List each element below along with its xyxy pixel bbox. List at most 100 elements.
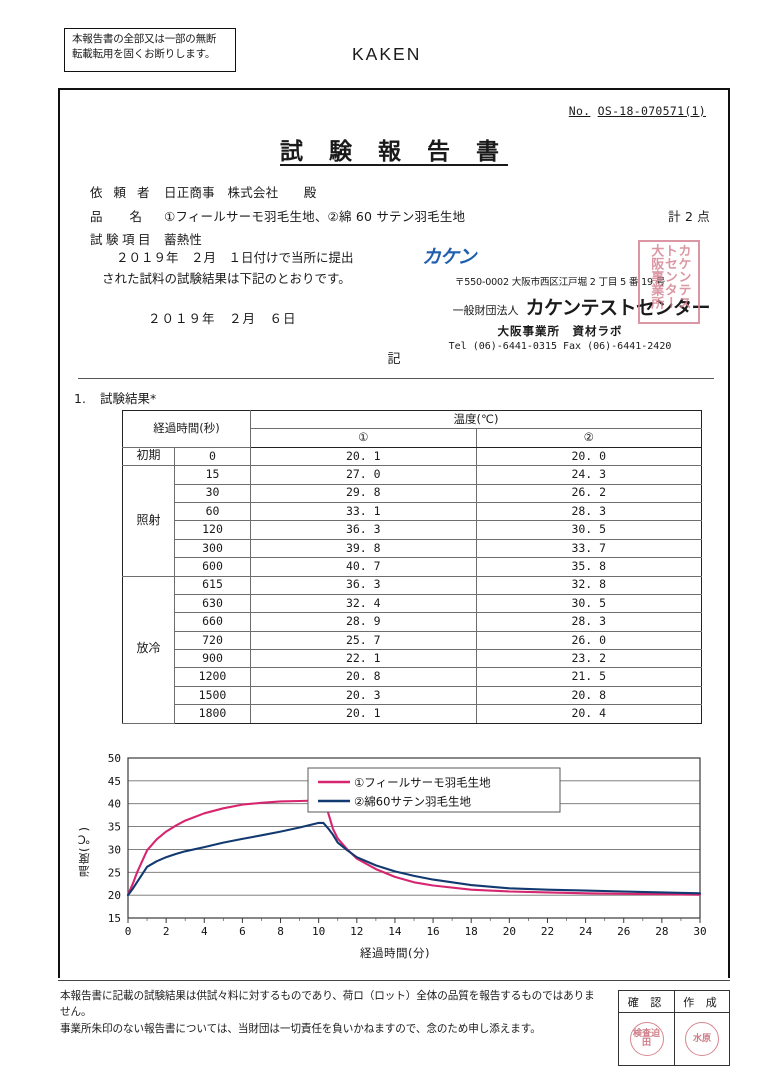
company-seal-stamp: カケンテストセンター大阪事業所	[638, 240, 700, 324]
table-row: 照射 15 27. 0 24. 3	[122, 465, 702, 577]
table-row: 300 39. 8 33. 7	[123, 538, 702, 559]
reprint-notice-line2: 転載転用を固くお断りします。	[72, 47, 216, 60]
table-row: 630 32. 4 30. 5	[123, 593, 702, 614]
table-cell-time: 900	[174, 649, 251, 669]
table-cell-sample2: 30. 5	[475, 520, 702, 540]
issuer-contact: Tel (06)-6441-0315 Fax (06)-6441-2420	[448, 341, 672, 352]
table-row: 1200 20. 8 21. 5	[123, 667, 702, 687]
document-number: No. OS-18-070571(1)	[569, 104, 706, 118]
kaken-logo: カケン	[422, 246, 476, 268]
table-cell-sample2: 24. 3	[475, 465, 702, 485]
table-cell-sample1: 22. 1	[250, 649, 477, 669]
chart-y-tick-labels: 15 20 25 30 35 40 45 50	[108, 752, 121, 925]
approval-seal-confirm: 検査迫田	[629, 1022, 664, 1056]
chart-y-axis-label: 温度(℃)	[77, 826, 91, 877]
chart-x-tick: 18	[465, 925, 478, 938]
table-cell-phase: 照射	[122, 465, 175, 577]
document-number-label: No.	[568, 104, 591, 118]
chart-x-tick: 20	[503, 925, 516, 938]
reprint-notice: 本報告書の全部又は一部の無断 転載転用を固くお断りします。	[64, 28, 236, 72]
footer-disclaimer: 本報告書に記載の試験結果は供試々料に対するものであり、荷ロ（ロット）全体の品質を…	[60, 988, 600, 1037]
table-cell-time: 15	[174, 465, 251, 485]
metadata-row-client: 依 頼 者 日正商事 株式会社 殿	[90, 182, 710, 201]
table-cell-sample1: 33. 1	[250, 501, 477, 522]
table-cell-sample1: 27. 0	[250, 465, 477, 485]
chart-series-lines	[126, 799, 702, 897]
footer-divider	[58, 980, 730, 981]
table-cell-sample2: 23. 2	[475, 649, 702, 669]
table-cell-sample1: 39. 8	[250, 538, 477, 559]
header-temperature-group: 温度(℃)	[250, 409, 702, 430]
table-cell-sample1: 36. 3	[250, 520, 477, 540]
table-cell-time: 30	[174, 483, 251, 503]
table-cell-sample1: 20. 8	[250, 667, 477, 687]
results-table: 経過時間(秒) 温度(℃) ① ② 初期 0 20. 1 20. 0 照射 15 27. 0…	[122, 409, 702, 724]
metadata-block: 依 頼 者 日正商事 株式会社 殿 品 名 ①フィールサーモ羽毛生地、②綿 60…	[90, 182, 710, 253]
table-row: 30 29. 8 26. 2	[123, 483, 702, 503]
chart-x-tick: 4	[201, 925, 208, 938]
metadata-row-product: 品 名 ①フィールサーモ羽毛生地、②綿 60 サテン羽毛生地 計 2 点	[90, 206, 710, 225]
table-cell-sample2: 20. 4	[475, 704, 702, 724]
table-cell-phase: 放冷	[122, 575, 175, 724]
chart-x-tick-marks	[127, 918, 701, 923]
table-cell-sample1: 40. 7	[250, 557, 477, 577]
approval-seal-prepared: 水原	[685, 1022, 719, 1056]
chart-x-axis-label: 経過時間(分)	[360, 946, 430, 960]
table-row: 60 33. 1 28. 3	[123, 501, 702, 522]
table-cell-time: 720	[174, 630, 251, 651]
chart-x-tick: 8	[277, 925, 284, 938]
table-cell-sample1: 25. 7	[250, 630, 477, 651]
chart-x-tick: 30	[693, 925, 706, 938]
table-cell-time: 1200	[174, 667, 251, 687]
chart-y-tick: 20	[108, 889, 121, 902]
chart-x-tick: 24	[579, 925, 593, 938]
chart-x-tick: 6	[239, 925, 246, 938]
table-cell-sample2: 28. 3	[475, 501, 702, 522]
approval-column-confirm: 確 認 検査迫田	[619, 991, 674, 1065]
table-cell-sample2: 32. 8	[475, 575, 702, 595]
table-cell-sample2: 30. 5	[475, 593, 702, 614]
submission-line1: ２０１９年 ２月 １日付けで当所に提出	[116, 250, 354, 265]
header-sample-2: ②	[475, 428, 702, 448]
submission-line2: された試料の試験結果は下記のとおりです。	[102, 270, 351, 286]
chart-y-tick: 50	[108, 752, 121, 765]
table-cell-time: 0	[174, 446, 251, 467]
metadata-sample-count: 計 2 点	[668, 208, 710, 224]
approval-box: 確 認 検査迫田 作 成 水原	[618, 990, 730, 1066]
chart-y-tick: 45	[108, 775, 121, 788]
chart-plot-border	[127, 757, 701, 919]
chart-x-tick: 0	[125, 925, 132, 938]
chart-legend-label-1: ①フィールサーモ羽毛生地	[354, 776, 491, 790]
table-cell-time: 660	[174, 612, 251, 632]
table-cell-sample1: 32. 4	[250, 593, 477, 614]
table-row: 初期 0 20. 1 20. 0	[122, 446, 702, 467]
table-cell-time: 60	[174, 501, 251, 522]
approval-header-confirm: 確 認	[619, 991, 674, 1013]
issuer-org-line: 一般財団法人 カケンテストセンター	[410, 293, 711, 320]
metadata-label-product: 品 名	[90, 208, 146, 224]
ki-divider	[78, 378, 714, 379]
footer-disclaimer-line2: 事業所朱印のない報告書については、当財団は一切責任を負いかねますので、念のため申…	[60, 1022, 541, 1035]
header-elapsed-time: 経過時間(秒)	[122, 410, 251, 448]
table-row: 900 22. 1 23. 2	[123, 649, 702, 669]
table-cell-sample1: 36. 3	[250, 575, 477, 595]
approval-header-prepared: 作 成	[675, 991, 729, 1013]
issue-date: ２０１９年 ２月 ６日	[148, 311, 297, 326]
table-cell-time: 120	[174, 520, 251, 540]
table-cell-time: 300	[174, 538, 251, 559]
metadata-row-test-item: 試験項目 蓄熱性	[90, 229, 710, 248]
chart-y-tick: 25	[108, 866, 121, 879]
approval-seal-slot-prepared: 水原	[675, 1013, 729, 1065]
table-cell-sample1: 20. 3	[250, 685, 477, 706]
header-sample-1: ①	[250, 428, 477, 448]
table-cell-time: 615	[174, 575, 251, 595]
table-row: 120 36. 3 30. 5	[123, 520, 702, 540]
chart-x-tick-labels: 0 2 4 6 8 10 12 14 16 18 20 22 24 26 28 30	[125, 925, 707, 938]
chart-x-tick: 10	[312, 925, 325, 938]
issuer-block: カケン 〒550-0002 大阪市西区江戸堀 2 丁目 5 番 19 号 一般財…	[410, 242, 711, 352]
chart-x-tick: 22	[541, 925, 554, 938]
section-heading: 1. 試験結果*	[74, 388, 156, 407]
table-row: 1800 20. 1 20. 4	[123, 704, 702, 724]
page-top-strip: 本報告書の全部又は一部の無断 転載転用を固くお断りします。 KAKEN	[0, 0, 764, 88]
